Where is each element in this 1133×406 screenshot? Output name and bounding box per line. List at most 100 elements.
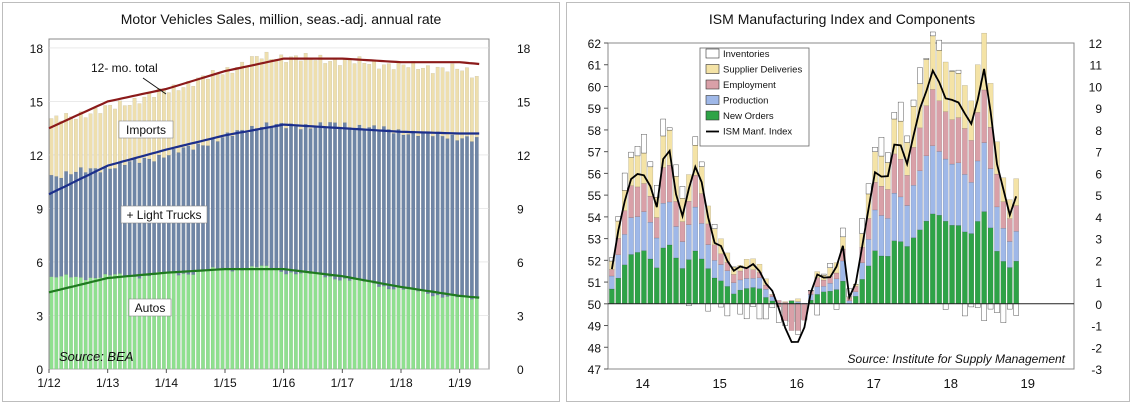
bar-imports xyxy=(318,54,323,123)
bar-new xyxy=(878,255,885,304)
bar-inventories xyxy=(621,172,628,191)
bar-sup xyxy=(1013,178,1019,206)
bar-inventories xyxy=(955,69,962,74)
bar-imports xyxy=(54,115,59,177)
bar-new xyxy=(743,288,750,304)
bar-emp xyxy=(910,147,917,186)
bar-prod xyxy=(917,170,923,231)
bar-autos xyxy=(279,271,284,370)
bar-lighttrucks xyxy=(469,141,474,300)
bar-lighttrucks xyxy=(103,166,108,275)
bar-lighttrucks xyxy=(269,127,274,270)
bar-lighttrucks xyxy=(303,124,308,272)
bar-prod xyxy=(853,291,859,297)
bar-lighttrucks xyxy=(450,134,455,296)
bar-imports xyxy=(406,67,411,135)
chart-title: Motor Vehicles Sales, million, seas.-adj… xyxy=(121,11,442,27)
bar-prod xyxy=(718,264,724,281)
bar-imports xyxy=(171,84,176,150)
bar-emp xyxy=(628,185,634,218)
bar-inventories xyxy=(878,137,885,157)
bar-lighttrucks xyxy=(367,127,372,281)
y-tick-label-right: 18 xyxy=(517,42,531,56)
bar-emp xyxy=(666,165,673,203)
x-tick-label: 1/16 xyxy=(272,376,296,390)
bar-imports xyxy=(401,64,406,136)
bar-imports xyxy=(284,62,289,129)
bar-emp xyxy=(930,89,936,146)
bar-imports xyxy=(289,56,293,124)
bar-autos xyxy=(391,289,396,370)
bar-autos xyxy=(230,271,235,370)
bar-new xyxy=(975,221,981,304)
bar-emp xyxy=(673,201,679,227)
legend-swatch xyxy=(705,79,720,90)
bar-lighttrucks xyxy=(445,138,450,297)
bar-prod xyxy=(609,275,615,290)
y-tick-label-right: 10 xyxy=(1089,80,1103,94)
bar-imports xyxy=(396,61,401,130)
bar-new xyxy=(737,289,743,304)
bar-lighttrucks xyxy=(108,168,113,276)
bar-autos xyxy=(425,293,430,370)
bar-prod xyxy=(833,278,840,290)
bar-autos xyxy=(362,281,367,370)
bar-lighttrucks xyxy=(113,168,117,275)
bar-autos xyxy=(166,272,171,370)
bar-emp xyxy=(891,153,897,194)
bar-lighttrucks xyxy=(328,122,333,277)
bar-prod xyxy=(923,155,930,222)
bar-inventories xyxy=(660,118,666,137)
bar-lighttrucks xyxy=(220,137,225,269)
bar-lighttrucks xyxy=(210,138,215,268)
bar-autos xyxy=(450,294,455,370)
bar-new xyxy=(872,250,878,304)
y-tick-label-left: 50 xyxy=(588,298,602,312)
y-tick-label-right: 9 xyxy=(517,202,524,216)
bar-sup xyxy=(962,85,968,129)
bar-prod xyxy=(910,185,917,238)
bar-emp xyxy=(994,173,1000,208)
y-tick-label-right: 6 xyxy=(517,256,524,270)
bar-inventories xyxy=(705,303,711,312)
bar-sup xyxy=(949,71,955,120)
bar-imports xyxy=(269,59,274,128)
bar-prod xyxy=(897,196,904,242)
bar-emp xyxy=(654,217,660,239)
bar-sup xyxy=(930,35,936,90)
bar-lighttrucks xyxy=(98,172,103,278)
bar-imports xyxy=(460,70,465,139)
y-tick-label-right: -2 xyxy=(1091,341,1102,355)
bar-autos xyxy=(186,274,191,370)
bar-emp xyxy=(1013,205,1019,232)
bar-imports xyxy=(440,67,445,137)
bar-autos xyxy=(235,269,240,370)
y-tick-label-left: 60 xyxy=(588,80,602,94)
bar-inventories xyxy=(737,303,743,315)
light-trucks-label: + Light Trucks xyxy=(126,208,201,222)
bar-imports xyxy=(308,57,313,129)
bar-lighttrucks xyxy=(318,122,323,274)
bar-lighttrucks xyxy=(313,126,318,273)
bar-new xyxy=(750,287,756,304)
bar-emp xyxy=(795,303,801,331)
y-tick-label-left: 57 xyxy=(588,146,602,160)
bar-autos xyxy=(337,280,342,370)
bar-inventories xyxy=(763,303,769,320)
bar-imports xyxy=(210,70,215,139)
bar-autos xyxy=(240,270,245,370)
bar-imports xyxy=(421,67,425,132)
y-tick-label-right: 3 xyxy=(517,309,524,323)
y-tick-label-right: 12 xyxy=(517,149,531,163)
bar-imports xyxy=(64,113,69,172)
bar-emp xyxy=(731,274,737,283)
legend-swatch xyxy=(705,48,720,59)
bar-inventories xyxy=(634,146,641,157)
bar-emp xyxy=(820,279,827,287)
bar-lighttrucks xyxy=(245,132,249,270)
bar-new xyxy=(814,294,820,304)
bar-emp xyxy=(833,272,840,280)
bar-autos xyxy=(474,298,479,370)
bar-imports xyxy=(205,78,210,146)
bar-lighttrucks xyxy=(401,134,406,290)
